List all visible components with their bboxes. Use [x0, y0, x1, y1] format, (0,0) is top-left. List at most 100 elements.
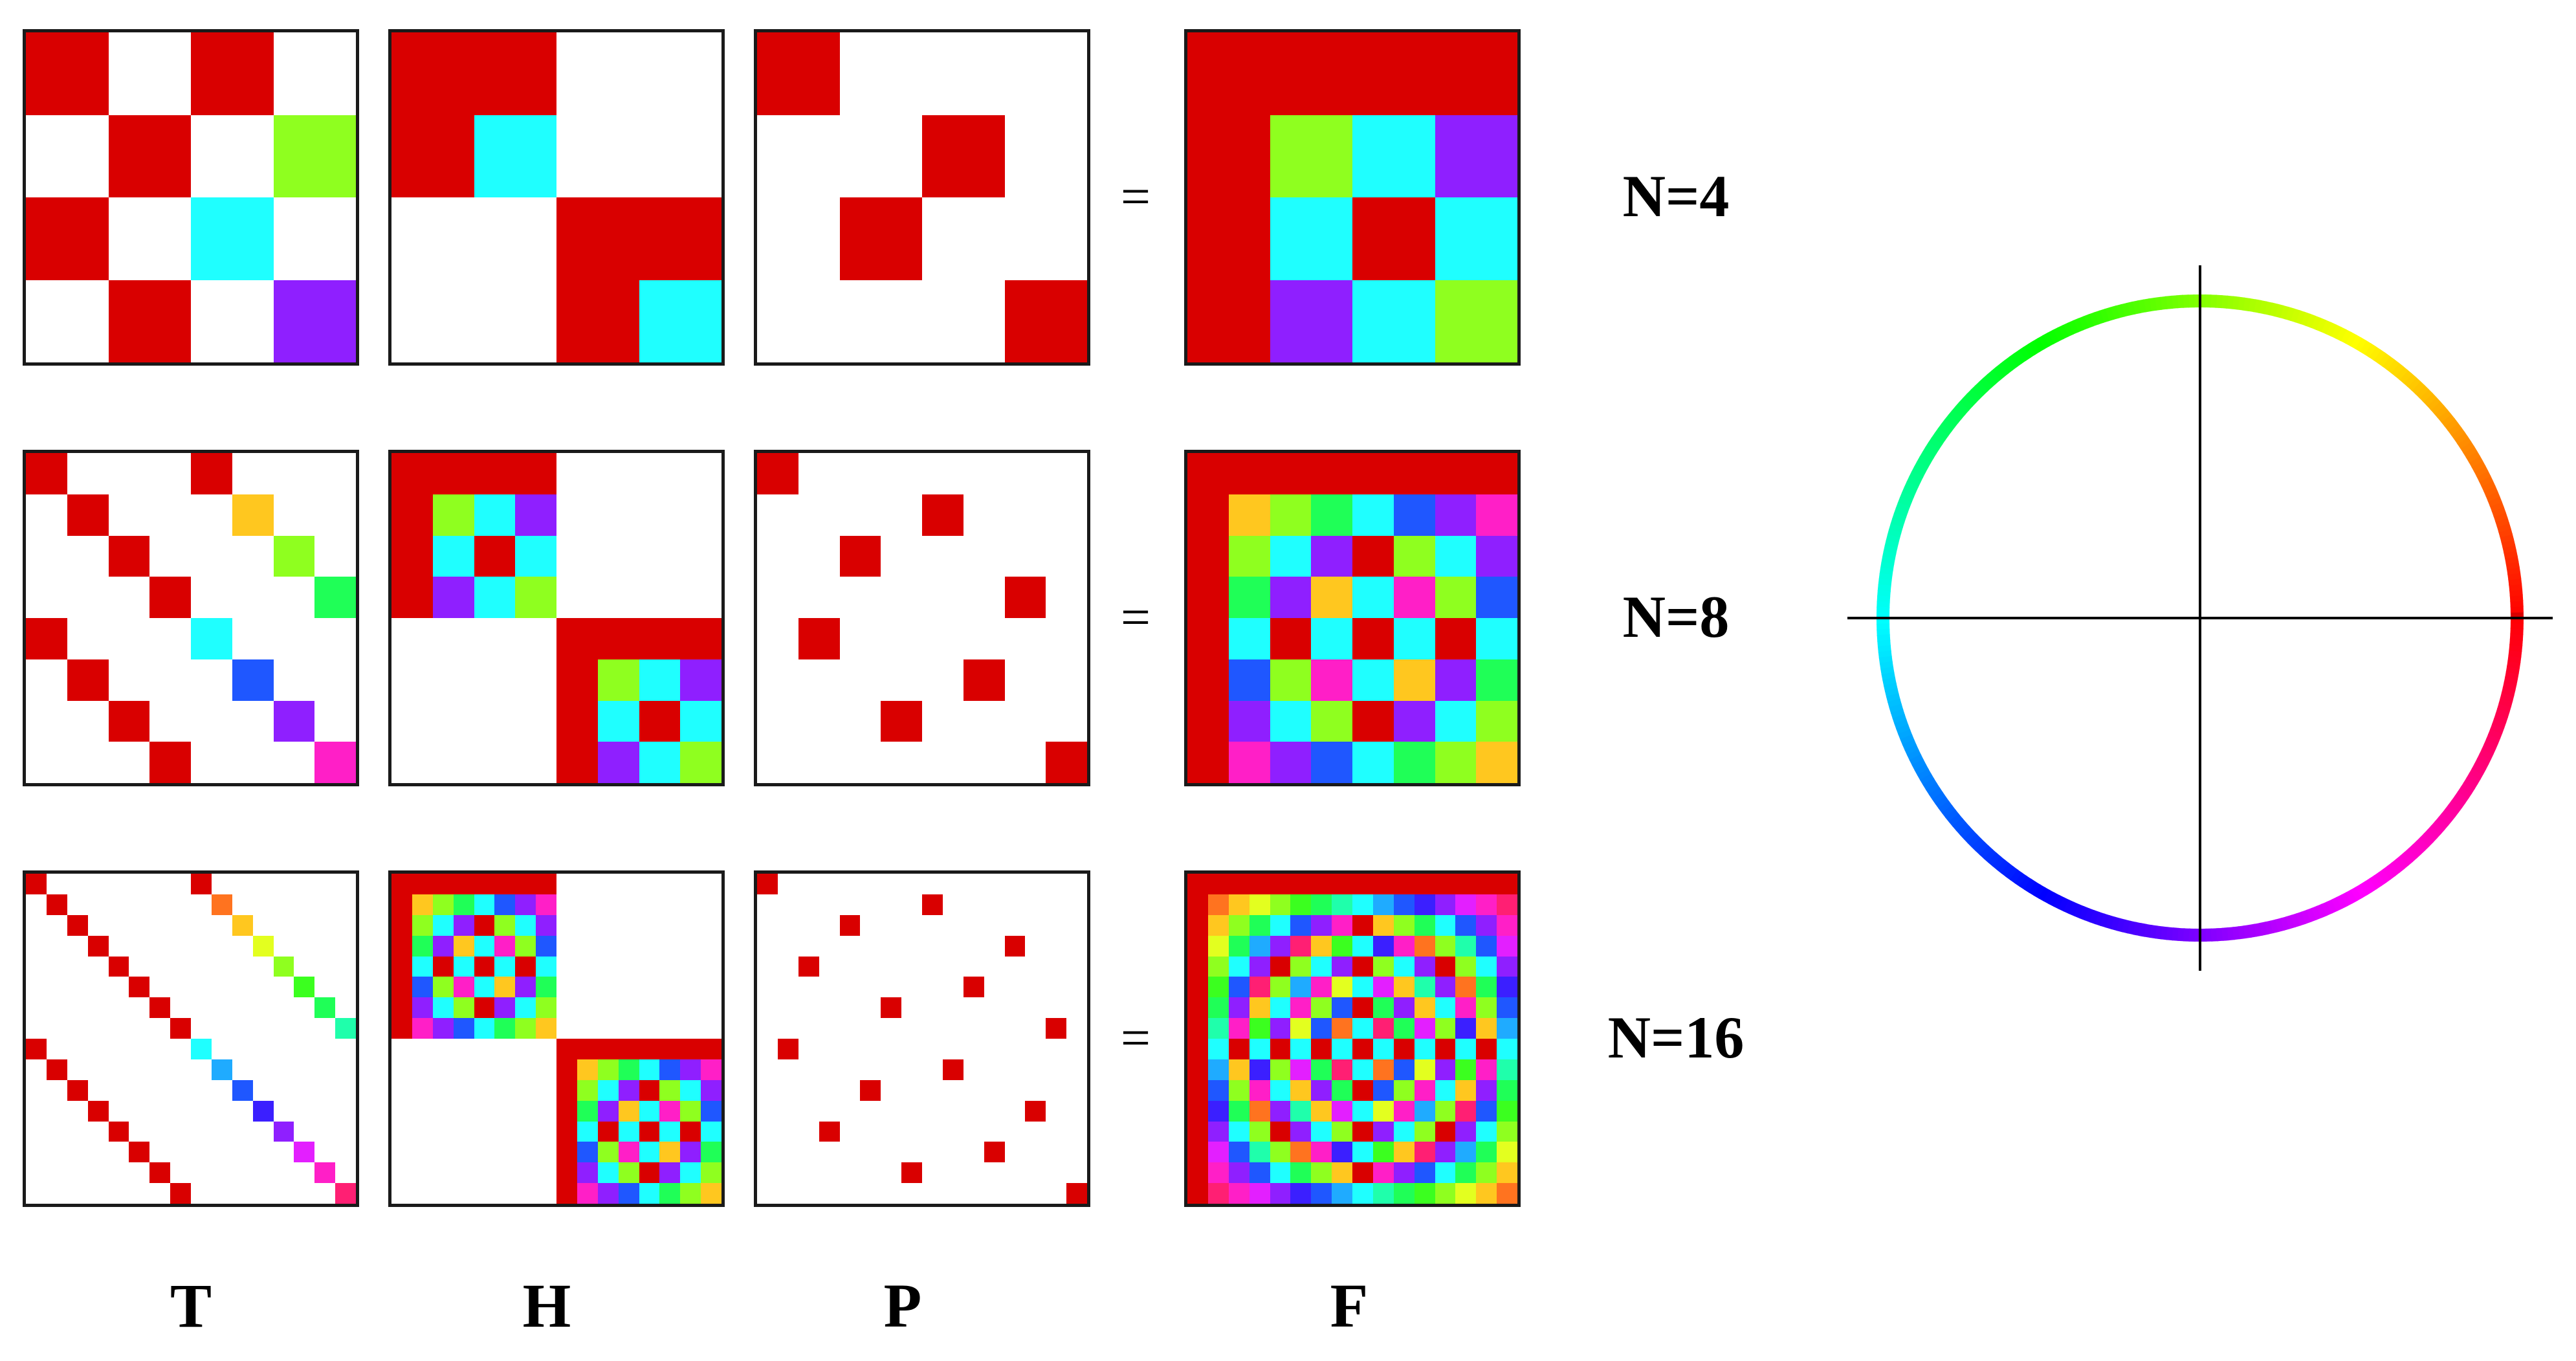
matrix-entry — [1229, 1039, 1249, 1059]
matrix-entry — [474, 977, 494, 997]
matrix-entry — [556, 1080, 577, 1101]
matrix-entry — [1270, 197, 1352, 280]
matrix-entry — [701, 1059, 721, 1080]
matrix-entry — [1270, 32, 1352, 115]
matrix-entry — [1249, 977, 1270, 997]
matrix-entry — [1332, 936, 1352, 957]
matrix-entry — [680, 618, 721, 659]
matrix-entry — [1311, 536, 1352, 577]
matrix-entry — [1290, 874, 1311, 894]
matrix-entry — [1332, 894, 1352, 915]
matrix-entry — [1229, 1018, 1249, 1039]
matrix-entry — [1497, 894, 1517, 915]
matrix-entry — [1435, 936, 1455, 957]
matrix-entry — [1415, 1142, 1435, 1162]
matrix-entry — [1311, 874, 1332, 894]
matrix-entry — [1332, 1059, 1352, 1080]
matrix-entry — [1435, 115, 1517, 197]
matrix-entry — [619, 1080, 639, 1101]
matrix-entry — [840, 197, 922, 280]
matrix-entry — [212, 1059, 232, 1080]
matrix-entry — [454, 957, 474, 977]
matrix-entry — [1311, 494, 1352, 536]
matrix-entry — [556, 659, 598, 701]
matrix-entry — [1229, 1059, 1249, 1080]
matrix-entry — [680, 659, 721, 701]
matrix-entry — [433, 936, 454, 957]
matrix-entry — [1373, 1142, 1394, 1162]
matrix-entry — [1352, 997, 1373, 1018]
matrix-entry — [1352, 936, 1373, 957]
matrix-entry — [1290, 977, 1311, 997]
matrix-entry — [659, 1142, 680, 1162]
matrix-entry — [1394, 1039, 1415, 1059]
matrix-entry — [1249, 1059, 1270, 1080]
matrix-entry — [1187, 32, 1270, 115]
matrix-entry — [1290, 997, 1311, 1018]
matrix-entry — [1311, 1101, 1332, 1122]
matrix-entry — [1415, 997, 1435, 1018]
matrix-entry — [1208, 874, 1229, 894]
matrix-entry — [619, 1039, 639, 1059]
matrix-entry — [1270, 957, 1290, 977]
matrix-entry — [335, 1183, 356, 1204]
matrix-entry — [1455, 936, 1476, 957]
matrix-entry — [1311, 1018, 1332, 1039]
matrix-entry — [1311, 742, 1352, 783]
matrix-entry — [1476, 936, 1497, 957]
matrix-entry — [556, 1142, 577, 1162]
matrix-entry — [412, 894, 433, 915]
matrix-entry — [1249, 936, 1270, 957]
matrix-entry — [536, 894, 556, 915]
matrix-entry — [1187, 1122, 1208, 1142]
matrix-entry — [1311, 1122, 1332, 1142]
matrix-entry — [391, 894, 412, 915]
matrix-entry — [412, 915, 433, 936]
matrix-entry — [1373, 915, 1394, 936]
matrix-entry — [1270, 874, 1290, 894]
matrix-entry — [757, 32, 840, 115]
matrix-entry — [1497, 1080, 1517, 1101]
matrix-entry — [598, 1142, 619, 1162]
matrix-entry — [881, 701, 922, 742]
matrix-entry — [1229, 453, 1270, 494]
matrix-entry — [412, 874, 433, 894]
matrix-entry — [556, 1162, 577, 1183]
matrix-entry — [1270, 1059, 1290, 1080]
matrix-entry — [1415, 957, 1435, 977]
matrix-entry — [639, 280, 721, 362]
matrix-entry — [1187, 874, 1208, 894]
matrix-entry — [1025, 1101, 1046, 1122]
matrix-entry — [1311, 659, 1352, 701]
matrix-entry — [1435, 280, 1517, 362]
matrix-entry — [474, 115, 556, 197]
matrix-entry — [1270, 494, 1311, 536]
matrix-entry — [191, 32, 274, 115]
matrix-entry — [1435, 1080, 1455, 1101]
matrix-entry — [1352, 1039, 1373, 1059]
matrix-entry — [680, 1162, 701, 1183]
matrix-entry — [798, 618, 840, 659]
matrix-entry — [556, 701, 598, 742]
matrix-entry — [598, 1122, 619, 1142]
matrix-entry — [1332, 915, 1352, 936]
matrix-entry — [577, 1142, 598, 1162]
matrix-entry — [1455, 874, 1476, 894]
matrix-entry — [1435, 1122, 1455, 1142]
matrix-entry — [109, 280, 191, 362]
matrix-entry — [515, 1018, 536, 1039]
matrix-entry — [922, 115, 1005, 197]
matrix-entry — [1455, 977, 1476, 997]
matrix-entry — [109, 115, 191, 197]
matrix-entry — [1290, 957, 1311, 977]
matrix-entry — [881, 997, 901, 1018]
matrix-entry — [619, 1059, 639, 1080]
matrix-entry — [1497, 1101, 1517, 1122]
matrix-entry — [1249, 997, 1270, 1018]
matrix-entry — [314, 1162, 335, 1183]
matrix-entry — [680, 1142, 701, 1162]
matrix-entry — [1394, 453, 1435, 494]
matrix-entry — [294, 1142, 314, 1162]
matrix-entry — [1208, 1122, 1229, 1142]
matrix-entry — [494, 894, 515, 915]
